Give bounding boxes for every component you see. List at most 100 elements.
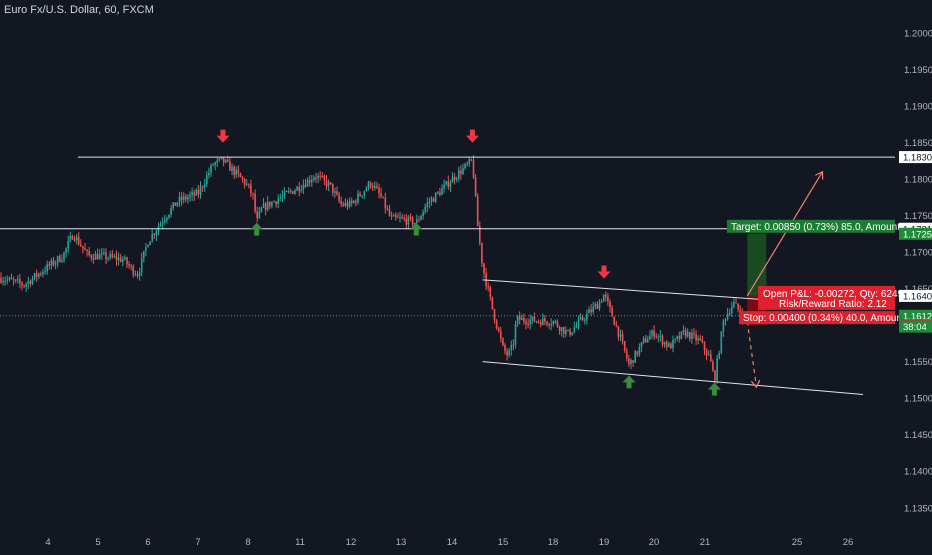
candle-body [714,370,716,381]
candle-body [518,315,521,320]
candle-body [44,271,46,273]
x-tick-label: 12 [346,537,357,548]
candle-body [271,201,273,207]
candle-body [718,353,720,359]
candle-body [203,184,206,188]
y-axis: 1.20000 1.19500 1.19000 1.18500 1.18000 1.175… [899,28,932,514]
candle-body [386,208,389,210]
candle-body [476,196,479,227]
candle-body [453,176,456,181]
candle-body [111,254,114,257]
y-tick-label: 1.17000 [904,248,932,259]
buy-arrow-3 [622,375,636,389]
candle-body [6,279,9,281]
candle-body [680,331,683,339]
candle-body [416,219,418,224]
candle-body [82,246,84,249]
candle-body [166,217,168,221]
candle-body [647,339,649,343]
candle-body [495,320,498,328]
x-tick-label: 11 [295,537,305,548]
candle-body [54,262,57,265]
candle-body [422,211,424,217]
candle-body [71,236,74,240]
candle-body [304,184,307,187]
candle-body [101,252,103,255]
price-tag-text: 1.18300 [903,153,932,164]
candle-body [0,277,2,283]
candle-body [548,324,550,326]
candle-body [670,343,672,349]
x-tick-label: 8 [245,537,250,548]
candle-body [573,327,576,333]
candle-body [535,321,538,323]
candle-body [262,203,265,208]
candle-body [697,338,699,341]
candle-body [21,283,23,286]
candle-body [731,306,733,314]
candle-body [361,195,363,197]
candle-body [552,321,555,325]
candle-body [716,358,718,381]
candle-body [533,316,536,322]
candle-body [640,342,643,348]
candle-body [399,217,401,219]
candle-body [474,177,477,197]
candle-body [33,273,36,279]
candle-body [726,313,729,320]
target-label: Target: 0.00850 (0.73%) 85.0, Amount: [727,219,903,233]
candle-body [12,279,15,281]
price-tag-text: 1.17250 [903,229,932,240]
candle-body [596,304,599,309]
candle-body [439,192,441,195]
candle-body [445,181,447,185]
candle-body [449,182,452,188]
chart-title: Euro Fx/U.S. Dollar, 60, FXCM [4,4,154,16]
candle-body [472,160,475,178]
candle-body [329,182,332,184]
candle-body [80,244,82,247]
x-tick-label: 15 [498,537,509,548]
candle-body [689,332,691,340]
price-tag-3: 1.16128 [899,309,932,322]
candle-body [707,354,710,356]
candle-body [231,166,233,171]
candle-body [355,200,357,203]
y-tick-label: 1.19500 [904,65,932,76]
candle-body [124,257,126,260]
candle-body [227,159,229,162]
candle-body [2,281,4,283]
candle-body [676,336,678,339]
candle-body [206,175,208,185]
candle-body [40,273,42,275]
candle-body [197,190,200,195]
candle-body [626,350,628,359]
candle-body [651,330,653,336]
candle-body [235,169,237,175]
candle-body [447,181,450,188]
candle-body [147,245,149,248]
candle-body [542,318,544,326]
candle-body [413,223,416,225]
candle-body [554,321,557,323]
candle-body [350,200,353,203]
candle-body [665,342,668,347]
candle-body [319,175,321,177]
price-tag-1: 1.18300 [899,151,932,164]
candle-body [264,203,267,210]
candle-body [353,200,355,203]
candle-body [674,338,676,340]
candle-body [281,195,284,198]
candle-body [325,180,328,187]
candle-body [502,338,504,345]
candle-body [531,316,534,320]
candle-body [19,279,21,284]
candle-body [458,170,460,179]
candle-body [243,179,246,185]
projection-line-2 [746,321,758,388]
candle-body [642,338,645,343]
candle-body [151,234,153,242]
candle-body [214,162,216,165]
